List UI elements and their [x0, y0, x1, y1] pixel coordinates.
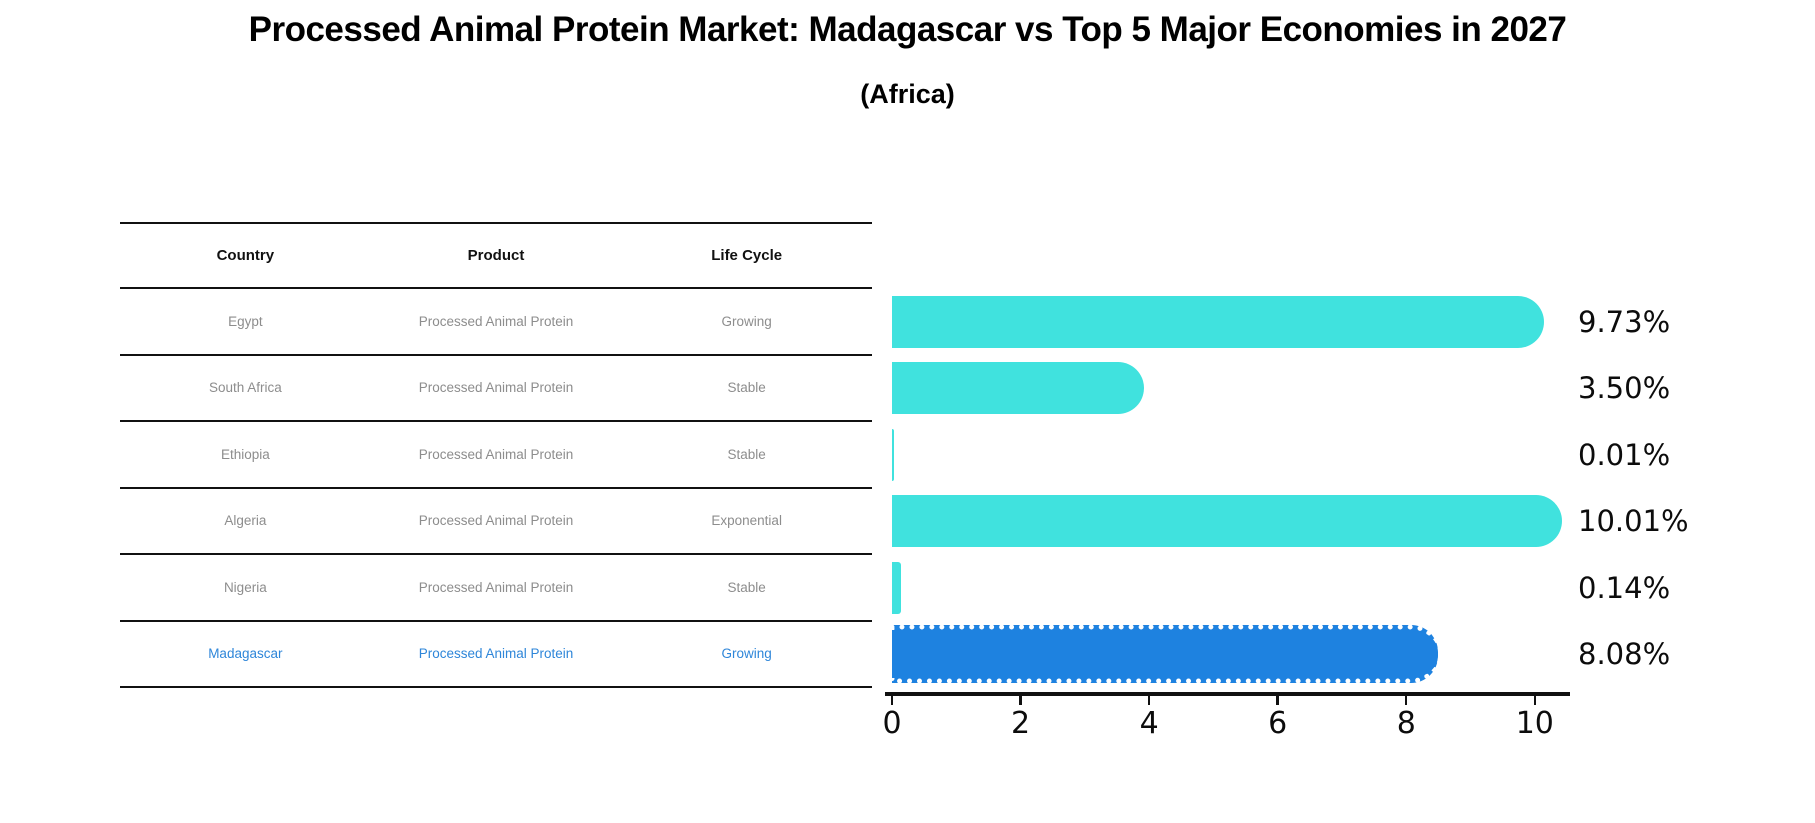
- cell-life-cycle: Stable: [727, 446, 766, 462]
- table-row-algeria: Algeria Processed Animal Protein Exponenti…: [120, 489, 872, 555]
- value-label-egypt: 9.73%: [1578, 304, 1671, 339]
- cell-product: Processed Animal Protein: [418, 380, 574, 396]
- cell-life-cycle: Growing: [721, 646, 772, 662]
- x-axis-tick-label: 10: [1515, 706, 1554, 741]
- x-axis-tick-label: 0: [882, 706, 902, 741]
- figure-subtitle: (Africa): [860, 79, 955, 109]
- x-axis-tick-label: 6: [1268, 706, 1288, 741]
- value-label-nigeria: 0.14%: [1578, 570, 1671, 605]
- table-header-row: Country Product Life Cycle: [120, 222, 872, 289]
- table-body: Egypt Processed Animal Protein Growing Sout…: [120, 289, 872, 688]
- x-axis-tick: [1019, 694, 1022, 705]
- cell-product: Processed Animal Protein: [418, 646, 574, 662]
- table-row-madagascar: Madagascar Processed Animal Protein Growin…: [120, 622, 872, 688]
- column-header-product: Product: [467, 247, 525, 264]
- x-axis-line: [885, 692, 1570, 696]
- table-row-nigeria: Nigeria Processed Animal Protein Stable: [120, 555, 872, 622]
- cell-country: Madagascar: [208, 646, 283, 662]
- value-label-madagascar: 8.08%: [1578, 637, 1671, 671]
- x-axis-tick: [1147, 694, 1151, 705]
- x-axis-tick: [1276, 694, 1279, 705]
- table-row-south-africa: South Africa Processed Animal Protein Stab…: [120, 356, 872, 422]
- cell-life-cycle: Stable: [727, 579, 766, 595]
- bar-algeria: [892, 495, 1563, 547]
- value-label-algeria: 10.01%: [1578, 504, 1689, 538]
- cell-country: Ethiopia: [220, 446, 270, 462]
- comparison-table: Country Product Life Cycle Egypt Processed …: [120, 222, 872, 688]
- cell-product: Processed Animal Protein: [418, 513, 574, 529]
- x-axis-tick: [890, 694, 894, 705]
- cell-product: Processed Animal Protein: [418, 579, 574, 595]
- value-label-south-africa: 3.50%: [1578, 371, 1671, 405]
- table-row-ethiopia: Ethiopia Processed Animal Protein Stable: [120, 422, 872, 489]
- bar-egypt: [892, 295, 1545, 348]
- column-header-country: Country: [216, 247, 275, 264]
- cell-life-cycle: Growing: [721, 313, 772, 329]
- value-label-ethiopia: 0.01%: [1578, 437, 1671, 472]
- cell-product: Processed Animal Protein: [418, 313, 574, 329]
- cell-life-cycle: Exponential: [711, 513, 782, 529]
- cell-life-cycle: Stable: [727, 380, 766, 396]
- table-row-egypt: Egypt Processed Animal Protein Growing: [120, 289, 872, 356]
- x-axis-tick-label: 4: [1139, 706, 1159, 741]
- x-axis-tick-label: 2: [1011, 706, 1031, 741]
- bar-nigeria: [892, 561, 901, 614]
- column-header-life-cycle: Life Cycle: [711, 247, 783, 264]
- bar-south-africa: [892, 362, 1144, 414]
- cell-country: South Africa: [208, 380, 282, 396]
- cell-product: Processed Animal Protein: [418, 446, 574, 462]
- bar-madagascar: [892, 625, 1439, 683]
- cell-country: Egypt: [228, 313, 263, 329]
- bar-ethiopia: [892, 428, 894, 481]
- cell-country: Nigeria: [223, 579, 267, 595]
- x-axis-tick: [1533, 694, 1537, 705]
- cell-country: Algeria: [224, 513, 267, 529]
- x-axis-tick: [1404, 694, 1408, 705]
- x-axis-tick-label: 8: [1396, 706, 1416, 741]
- figure-title: Processed Animal Protein Market: Madagas…: [248, 10, 1567, 49]
